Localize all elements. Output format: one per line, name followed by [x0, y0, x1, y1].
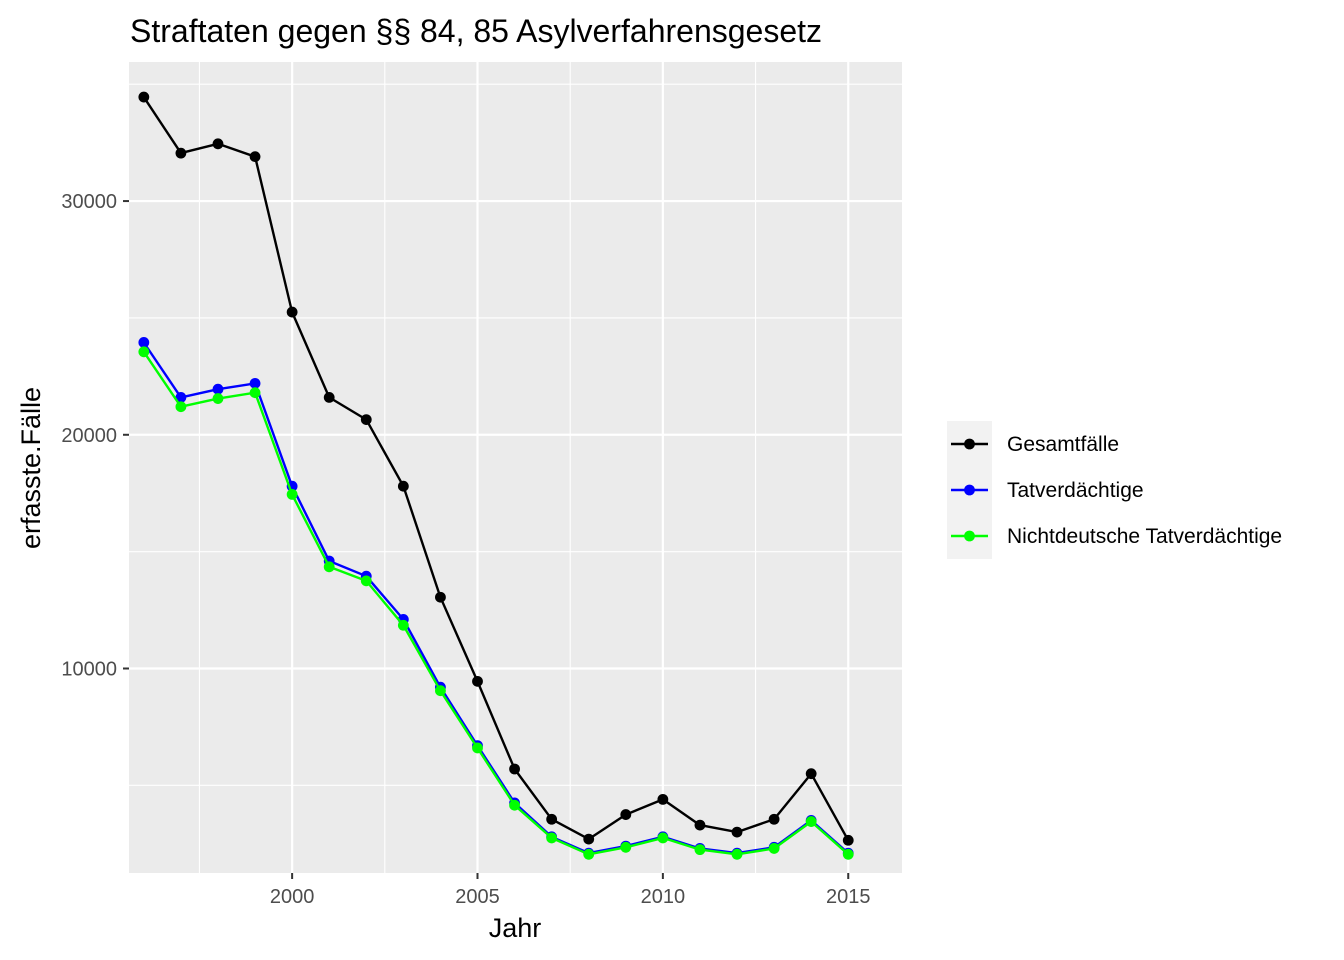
legend-key-point [964, 484, 975, 496]
y-tick-label: 20000 [61, 425, 117, 447]
data-point [842, 834, 854, 846]
x-tick-label: 2010 [641, 886, 686, 908]
data-point [731, 848, 743, 860]
data-point [323, 561, 335, 573]
series-3 [138, 346, 854, 860]
data-point [249, 377, 261, 389]
data-point [175, 401, 187, 413]
legend-label: Gesamtfälle [1007, 433, 1119, 456]
data-point [694, 844, 706, 856]
data-point [768, 843, 780, 854]
legend: Gesamtfälle Tatverdächtige Nichtdeutsche T… [947, 421, 1282, 559]
data-point [212, 393, 224, 404]
data-point [805, 768, 817, 780]
data-point [583, 833, 595, 845]
data-point [805, 816, 817, 827]
data-point [360, 414, 372, 425]
legend-entry: Gesamtfälle [951, 433, 1119, 456]
data-point [768, 813, 780, 825]
y-tick-label: 30000 [61, 191, 117, 213]
legend-key-point [964, 438, 975, 450]
data-point [694, 819, 706, 831]
chart-title: Straftaten gegen §§ 84, 85 Asylverfahren… [130, 13, 822, 49]
y-tick-label: 10000 [61, 658, 117, 680]
plot-panel [129, 62, 902, 873]
data-point [472, 675, 483, 687]
data-point [546, 813, 558, 825]
y-axis-title: erfasste.Fälle [16, 387, 46, 549]
x-axis-title: Jahr [489, 913, 542, 943]
data-point [286, 306, 298, 318]
data-point [397, 619, 409, 631]
data-point [583, 848, 595, 860]
data-point [509, 763, 520, 775]
data-point [657, 793, 669, 805]
data-point [212, 138, 224, 150]
data-point [657, 832, 669, 844]
legend-key-point [964, 530, 975, 542]
data-point [546, 832, 558, 844]
data-point [620, 809, 632, 820]
legend-label: Tatverdächtige [1007, 479, 1144, 502]
data-point [731, 826, 743, 838]
data-point [249, 151, 261, 163]
data-point [509, 799, 520, 811]
data-point [138, 91, 150, 103]
data-point [286, 488, 298, 500]
data-point [138, 346, 150, 358]
grid-lines [129, 62, 902, 873]
data-point [138, 337, 150, 348]
data-point [472, 742, 483, 754]
data-point [175, 391, 187, 403]
axes: 10000 20000 30000 2000 2005 2010 2015 [61, 191, 870, 908]
legend-entry: Tatverdächtige [951, 479, 1144, 502]
series-line [142, 351, 849, 856]
legend-label: Nichtdeutsche Tatverdächtige [1007, 525, 1282, 548]
data-point [175, 147, 187, 159]
x-tick-label: 2000 [270, 886, 315, 908]
x-tick-label: 2005 [455, 886, 500, 908]
series-line [142, 96, 850, 841]
data-point [212, 383, 224, 395]
legend-entry: Nichtdeutsche Tatverdächtige [951, 525, 1282, 548]
data-point [435, 685, 446, 697]
data-point [435, 591, 446, 603]
data-point [360, 575, 372, 587]
data-point [323, 391, 335, 403]
x-tick-label: 2015 [826, 886, 871, 908]
data-series [138, 91, 854, 860]
data-point [397, 480, 409, 492]
data-point [842, 848, 854, 860]
data-point [620, 841, 632, 853]
data-point [249, 387, 261, 399]
series-1 [138, 91, 854, 846]
